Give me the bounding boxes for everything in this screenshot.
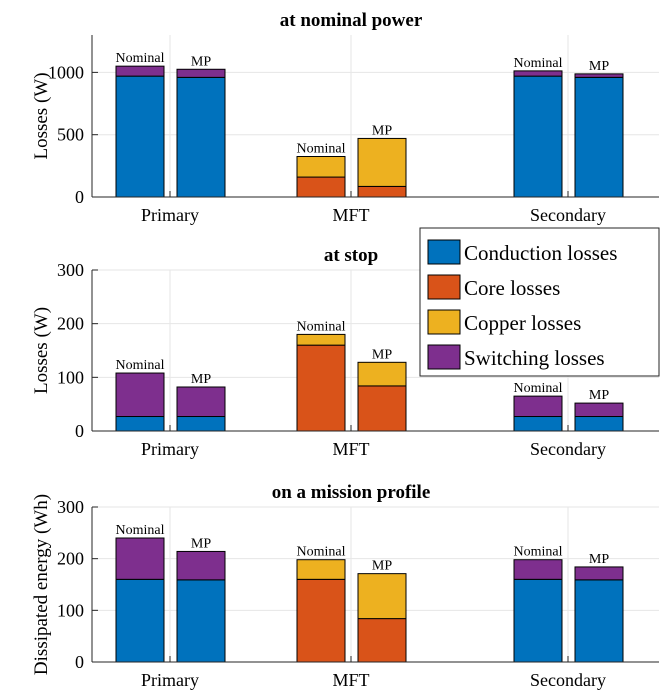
- bar-label: MP: [589, 552, 609, 567]
- bar-label: MP: [589, 59, 609, 74]
- bar-segment-switching: [574, 566, 624, 581]
- bar-segment-conduction: [115, 75, 165, 198]
- bar-label: Nominal: [297, 142, 346, 157]
- bar-segment-switching: [513, 395, 563, 418]
- bar-segment-switching: [176, 68, 226, 78]
- y-tick-label: 300: [57, 260, 84, 280]
- bar-segment-core: [296, 578, 346, 663]
- bar-segment-switching: [513, 559, 563, 580]
- x-tick-label: Secondary: [530, 439, 606, 459]
- legend-label-conduction: Conduction losses: [464, 241, 617, 265]
- bar-segment-switching: [574, 73, 624, 78]
- subplot-2: Nominal MP Nominal MP Nominal MP 0 100 200 300 Pri…: [31, 245, 659, 459]
- y-tick-label: 0: [75, 421, 84, 441]
- y-axis-label: Dissipated energy (Wh): [31, 494, 52, 675]
- bar-segment-copper: [296, 559, 346, 580]
- x-tick-label: MFT: [332, 205, 369, 225]
- bar-segment-copper: [357, 573, 407, 620]
- bar-label: Nominal: [514, 545, 563, 560]
- bar-segment-switching: [115, 372, 165, 418]
- y-tick-label: 0: [75, 187, 84, 207]
- y-tick-label: 100: [57, 367, 84, 387]
- bar-segment-core: [357, 618, 407, 663]
- bar-segment-conduction: [176, 579, 226, 663]
- y-tick-label: 200: [57, 314, 84, 334]
- legend-swatch-switching: [427, 344, 461, 370]
- bar-segment-switching: [513, 70, 563, 77]
- bar-label: MP: [191, 372, 211, 387]
- y-tick-label: 200: [57, 549, 84, 569]
- bar-label: MP: [191, 536, 211, 551]
- bar-label: Nominal: [116, 51, 165, 66]
- bar-segment-conduction: [513, 578, 563, 663]
- bar-segment-core: [296, 344, 346, 432]
- legend-label-switching: Switching losses: [464, 346, 605, 370]
- legend: Conduction losses Core losses Copper losse…: [419, 227, 660, 377]
- subplot-1: Nominal MP Nominal MP Nominal MP 0 500 1000 Prima…: [31, 10, 659, 225]
- legend-label-copper: Copper losses: [464, 311, 581, 335]
- bar-segment-switching: [115, 537, 165, 580]
- bar-segment-copper: [357, 137, 407, 187]
- y-tick-label: 100: [57, 600, 84, 620]
- subplot-title: at stop: [324, 245, 378, 266]
- bar-segment-conduction: [513, 75, 563, 198]
- x-tick-label: Primary: [141, 205, 199, 225]
- y-tick-label: 1000: [48, 62, 84, 82]
- subplot-title: at nominal power: [280, 10, 423, 31]
- bar-segment-core: [357, 185, 407, 198]
- bar-segment-switching: [574, 402, 624, 418]
- y-tick-label: 0: [75, 652, 84, 672]
- bar-segment-copper: [296, 156, 346, 178]
- bar-label: MP: [589, 388, 609, 403]
- bar-label: Nominal: [297, 319, 346, 334]
- x-tick-label: Primary: [141, 439, 199, 459]
- bar-label: Nominal: [116, 358, 165, 373]
- bar-label: Nominal: [514, 56, 563, 71]
- x-tick-label: Secondary: [530, 670, 606, 690]
- legend-label-core: Core losses: [464, 276, 560, 300]
- bar-segment-conduction: [574, 76, 624, 198]
- bar-label: Nominal: [297, 545, 346, 560]
- bar-label: MP: [191, 54, 211, 69]
- legend-swatch-core: [427, 274, 461, 300]
- bar-segment-copper: [296, 333, 346, 346]
- x-tick-label: Secondary: [530, 205, 606, 225]
- legend-swatch-copper: [427, 309, 461, 335]
- bar-segment-conduction: [176, 76, 226, 198]
- bar-segment-switching: [176, 386, 226, 418]
- y-axis-label: Losses (W): [31, 307, 52, 394]
- bar-segment-conduction: [574, 579, 624, 663]
- legend-swatch-conduction: [427, 239, 461, 265]
- bar-segment-conduction: [574, 416, 624, 432]
- bar-segment-switching: [115, 65, 165, 77]
- bar-label: MP: [372, 559, 392, 574]
- bar-segment-conduction: [115, 416, 165, 432]
- bar-segment-core: [357, 385, 407, 432]
- bar-segment-switching: [176, 550, 226, 581]
- y-axis-label: Losses (W): [31, 72, 52, 159]
- bar-segment-conduction: [513, 416, 563, 432]
- y-tick-label: 300: [57, 497, 84, 517]
- x-tick-label: MFT: [332, 439, 369, 459]
- bar-segment-core: [296, 176, 346, 198]
- bar-label: Nominal: [116, 523, 165, 538]
- bar-label: MP: [372, 123, 392, 138]
- x-tick-label: MFT: [332, 670, 369, 690]
- subplot-3: Nominal MP Nominal MP Nominal MP 0 100 200 300 Pri…: [31, 482, 659, 690]
- bar-segment-conduction: [176, 416, 226, 432]
- bar-label: Nominal: [514, 381, 563, 396]
- x-tick-label: Primary: [141, 670, 199, 690]
- subplot-title: on a mission profile: [272, 482, 431, 503]
- bar-segment-copper: [357, 361, 407, 387]
- bar-label: MP: [372, 347, 392, 362]
- bar-segment-conduction: [115, 578, 165, 663]
- y-tick-label: 500: [57, 125, 84, 145]
